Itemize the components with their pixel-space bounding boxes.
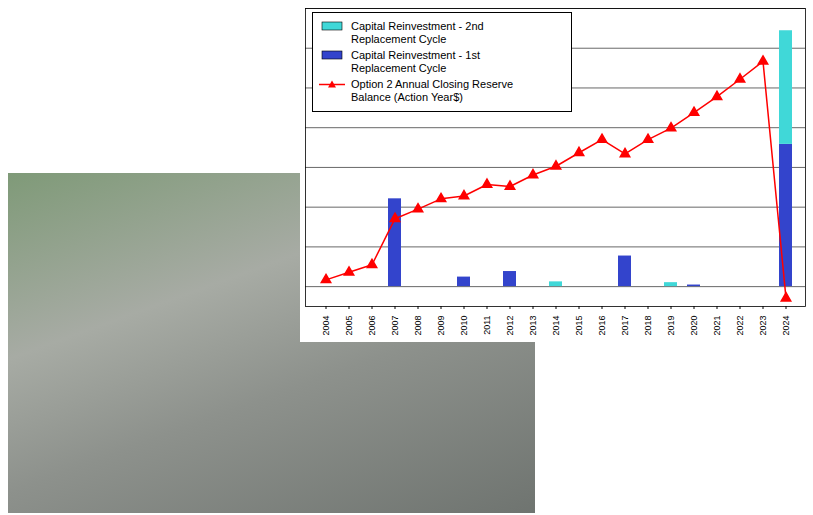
svg-text:2005: 2005	[344, 316, 354, 336]
svg-text:2010: 2010	[459, 316, 469, 336]
html-text:Capital Reinvestment - 2nd Rep: Capital Reinvestment - 2nd Replacement C…	[351, 20, 484, 45]
html-text:Option 2 Annual Closing Reserv: Option 2 Annual Closing Reserve Balance …	[351, 78, 513, 103]
svg-text:2006: 2006	[367, 316, 377, 336]
svg-text:2023: 2023	[758, 316, 768, 336]
svg-text:2009: 2009	[436, 316, 446, 336]
svg-text:2019: 2019	[666, 316, 676, 336]
svg-text:2016: 2016	[597, 316, 607, 336]
svg-text:2014: 2014	[551, 316, 561, 336]
svg-text:2008: 2008	[413, 316, 423, 336]
html-text:Capital Reinvestment - 1st Rep: Capital Reinvestment - 1st Replacement C…	[351, 49, 480, 74]
svg-text:2012: 2012	[505, 316, 515, 336]
svg-text:2013: 2013	[528, 316, 538, 336]
svg-text:2015: 2015	[574, 316, 584, 336]
svg-text:2004: 2004	[321, 316, 331, 336]
svg-text:2011: 2011	[482, 316, 492, 335]
svg-text:2021: 2021	[712, 316, 722, 336]
svg-text:2017: 2017	[620, 316, 630, 336]
svg-text:2007: 2007	[390, 316, 400, 336]
svg-text:2024: 2024	[781, 316, 791, 336]
svg-text:2020: 2020	[689, 316, 699, 336]
svg-text:2022: 2022	[735, 316, 745, 336]
svg-text:2018: 2018	[643, 316, 653, 336]
